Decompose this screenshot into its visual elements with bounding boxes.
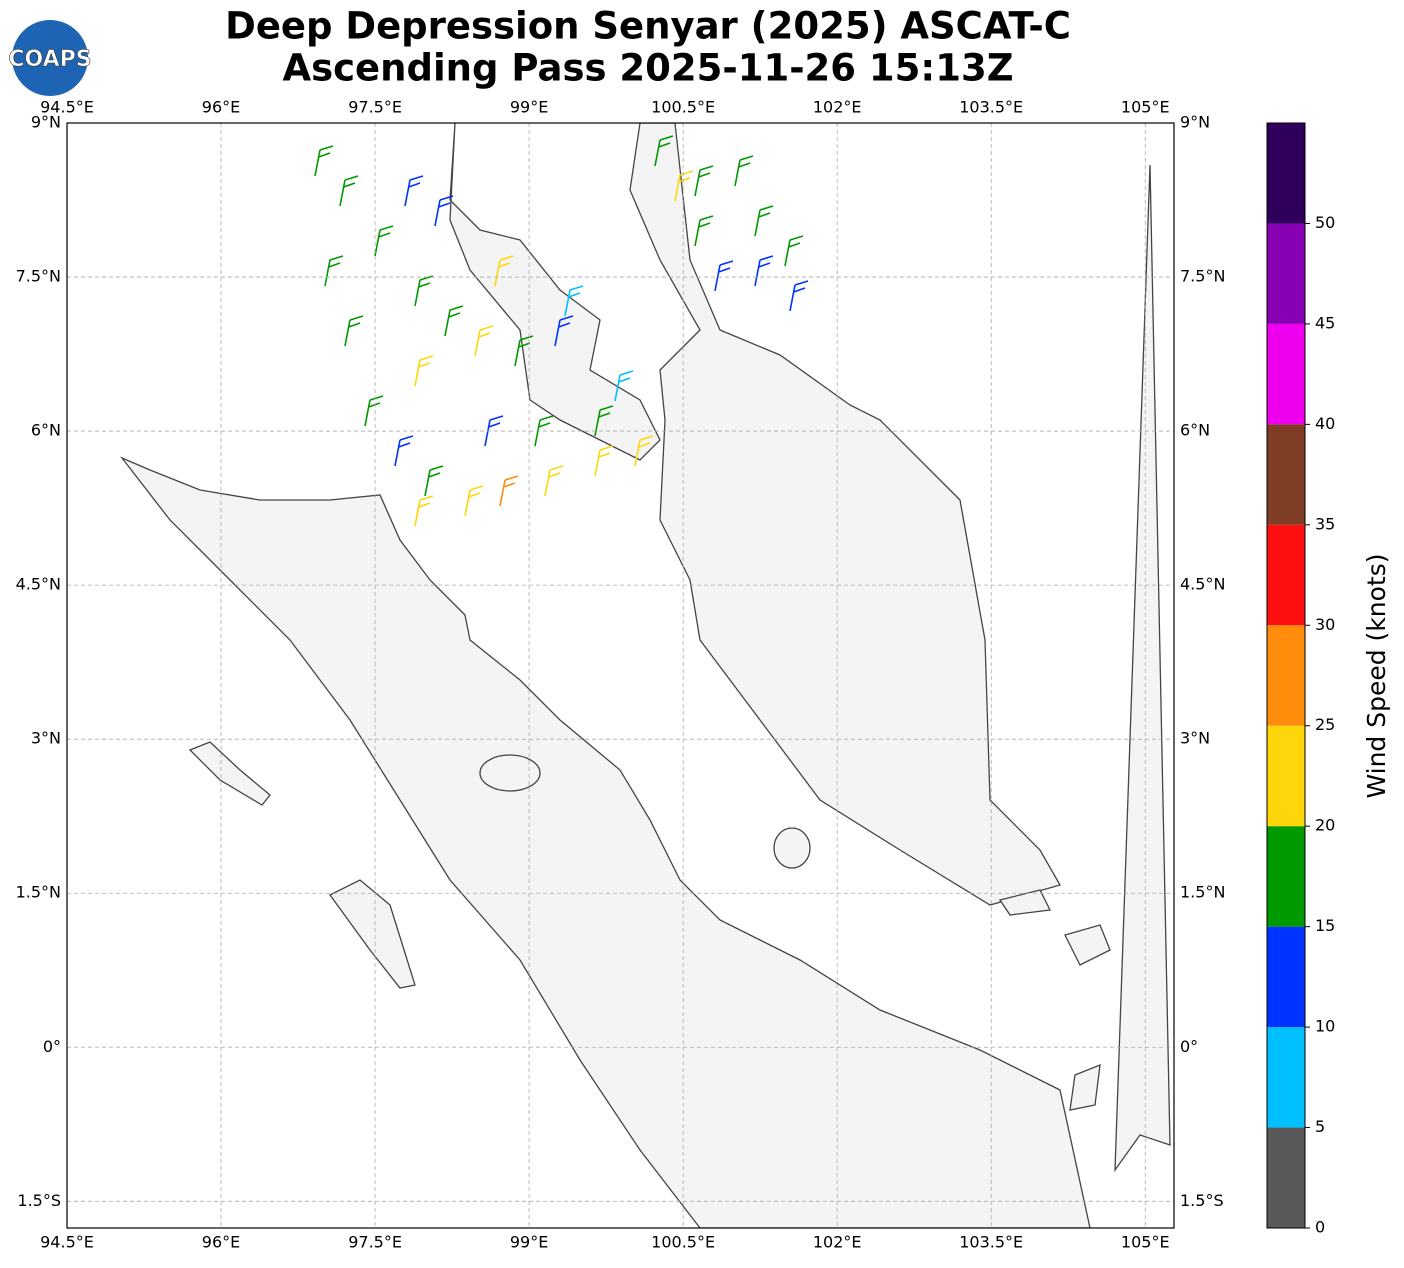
lon-tick-label: 100.5°E [651,98,715,117]
colorbar-segment [1267,323,1305,425]
thai-coast [449,123,661,461]
lat-tick-label: 7.5°N [16,267,61,286]
colorbar-segment [1267,123,1305,224]
lake-toba [479,754,541,792]
lat-tick-label: 1.5°N [1180,883,1225,902]
colorbar-segment [1267,826,1305,927]
lat-tick-label: 9°N [31,113,61,132]
lat-tick-label: 4.5°N [16,575,61,594]
colorbar-tick-label: 0 [1315,1218,1325,1237]
island [773,827,811,869]
lat-tick-label: 1.5°S [17,1191,61,1210]
lat-tick-label: 0° [1180,1037,1198,1056]
islands [998,164,1171,1173]
lon-tick-label: 96°E [202,98,240,117]
lat-tick-label: 3°N [31,729,61,748]
colorbar-tick-label: 5 [1315,1117,1325,1136]
lat-tick-label: 9°N [1180,113,1210,132]
colorbar-tick-label: 45 [1315,313,1335,332]
colorbar-tick-label: 20 [1315,816,1335,835]
colorbar-tick-label: 35 [1315,514,1335,533]
lat-tick-label: 1.5°N [16,883,61,902]
colorbar-tick-label: 25 [1315,715,1335,734]
lon-tick-label: 103.5°E [959,98,1023,117]
lon-tick-label: 96°E [202,1233,240,1252]
sumatra [119,456,1091,1228]
map-frame [66,122,1175,1229]
colorbar-segment [1267,1027,1305,1128]
colorbar-segment [1267,625,1305,726]
lon-tick-label: 99°E [510,98,548,117]
lat-tick-label: 1.5°S [1180,1191,1224,1210]
colorbar-label: Wind Speed (knots) [1362,553,1391,798]
lon-tick-label: 99°E [510,1233,548,1252]
lat-tick-label: 4.5°N [1180,575,1225,594]
colorbar-tick-label: 30 [1315,615,1335,634]
colorbar-segment [1267,524,1305,626]
map-layer [67,123,1174,1228]
colorbar-frame [1266,122,1306,1229]
colorbar-segment [1267,223,1305,324]
lon-tick-label: 105°E [1121,1233,1170,1252]
lat-tick-label: 0° [43,1037,61,1056]
lon-tick-label: 100.5°E [651,1233,715,1252]
lat-tick-label: 6°N [31,421,61,440]
lon-tick-label: 102°E [813,98,862,117]
colorbar: 0 5 10 15 20 25 30 35 40 45 50 [1266,122,1335,1237]
colorbar-tick-label: 50 [1315,213,1335,232]
colorbar-segment [1267,725,1305,827]
malay-peninsula [629,123,1061,906]
logo-globe [12,20,88,96]
lat-tick-label: 3°N [1180,729,1210,748]
colorbar-segment [1267,1127,1305,1228]
colorbar-segment [1267,424,1305,525]
title: Deep Depression Senyar (2025) ASCAT-C [225,5,1071,48]
lon-tick-label: 102°E [813,1233,862,1252]
map-axes: 94.5°E 94.5°E 96°E 96°E 97.5°E 97.5°E 99°E 99°E… [16,98,1226,1252]
colorbar-tick-label: 15 [1315,916,1335,935]
nias [329,879,416,989]
lon-tick-label: 94.5°E [40,98,94,117]
lat-tick-label: 6°N [1180,421,1210,440]
title: Ascending Pass 2025-11-26 15:13Z [282,47,1013,90]
lon-tick-label: 97.5°E [348,1233,402,1252]
lon-tick-label: 103.5°E [959,1233,1023,1252]
lon-tick-label: 97.5°E [348,98,402,117]
lon-tick-label: 105°E [1121,98,1170,117]
colorbar-tick-label: 10 [1315,1017,1335,1036]
lon-tick-label: 94.5°E [40,1233,94,1252]
colorbar-tick-label: 40 [1315,414,1335,433]
simeulue [188,741,271,806]
lat-tick-label: 7.5°N [1180,267,1225,286]
logo-text: COAPS [8,47,91,72]
colorbar-segment [1267,926,1305,1028]
logo: COAPS [8,20,92,96]
